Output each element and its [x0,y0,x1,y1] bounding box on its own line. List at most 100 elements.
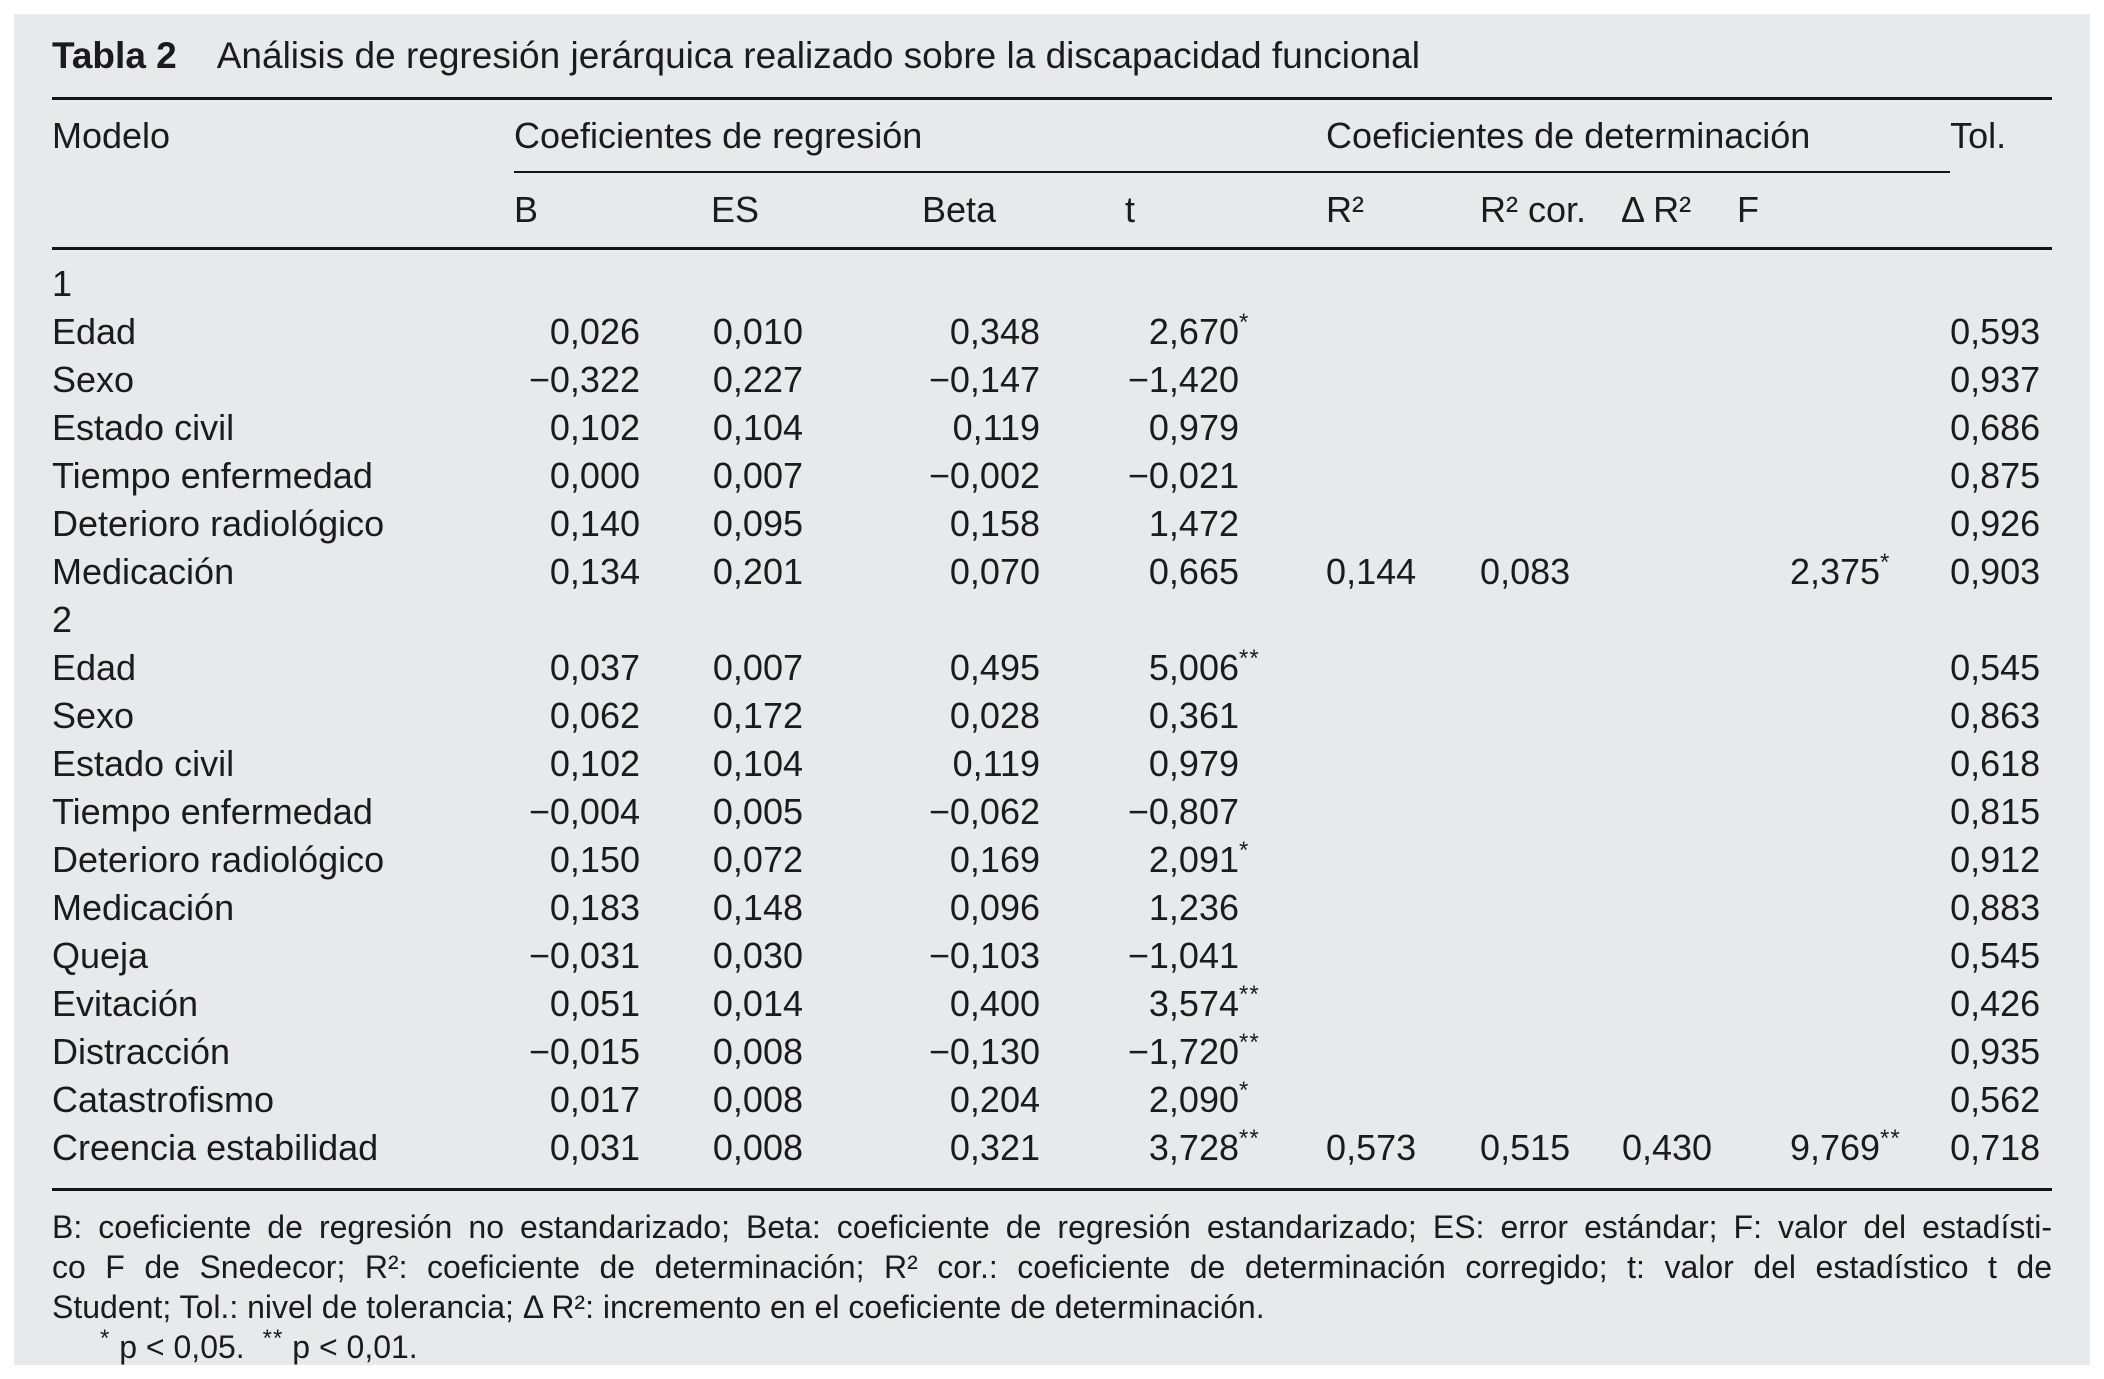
value-t: 0,361 [1148,695,1239,736]
predictor-label: Tiempo enfermedad [52,455,373,496]
significance-asterisk: * [1239,1077,1250,1104]
cell-r2cor [1480,404,1621,452]
value-b: −0,322 [528,359,640,400]
table-footnote: B: coeficiente de regresión no estandari… [52,1207,2052,1327]
value-t: −1,720 [1127,1031,1239,1072]
table-row: Deterioro radiológico 0,150 0,072 0,169 2,09… [52,836,2052,884]
significance-asterisk: ** [1239,1125,1260,1152]
cell-r2cor [1480,884,1621,932]
cell-r2: 0,573 [1326,1124,1480,1190]
value-beta: −0,062 [928,791,1040,832]
value-b: 0,102 [549,407,640,448]
cell-tol: 0,937 [1950,356,2052,404]
predictor-label: Tiempo enfermedad [52,791,373,832]
cell-beta: 0,119 [922,740,1125,788]
cell-tol: 0,863 [1950,692,2052,740]
cell-tol: 0,815 [1950,788,2052,836]
cell-r2 [1326,404,1480,452]
cell-t: 0,979 [1125,404,1326,452]
cell-t: −0,807 [1125,788,1326,836]
column-subheader-row: B ES Beta t R² R² cor. Δ R² F [52,172,2053,250]
cell-b: 0,183 [514,884,711,932]
subheader-spacer [1950,172,2053,250]
value-beta: 0,070 [949,551,1040,592]
table-row: Deterioro radiológico 0,140 0,095 0,158 1,47… [52,500,2052,548]
table-row: Distracción −0,015 0,008 −0,130 −1,720** 0,93… [52,1028,2052,1076]
value-t: −0,021 [1127,455,1239,496]
cell-r2cor: 0,083 [1480,548,1621,596]
column-header-r2: R² [1326,172,1481,250]
cell-tol [1950,249,2052,309]
cell-es: 0,095 [711,500,922,548]
cell-dr2: 0,430 [1621,1124,1737,1190]
value-b: 0,183 [549,887,640,928]
value-b: 0,037 [549,647,640,688]
value-beta: 0,400 [949,983,1040,1024]
cell-b: 0,026 [514,308,711,356]
cell-b [514,596,711,644]
cell-beta [922,596,1125,644]
cell-es: 0,008 [711,1076,922,1124]
value-es: 0,008 [712,1079,803,1120]
value-tol: 0,718 [1950,1127,2041,1168]
value-es: 0,172 [712,695,803,736]
cell-r2 [1326,788,1480,836]
value-es: 0,007 [712,647,803,688]
cell-beta: 0,321 [922,1124,1125,1190]
value-tol: 0,815 [1950,791,2041,832]
table-row: Estado civil 0,102 0,104 0,119 0,979 0,686 [52,404,2052,452]
cell-tol: 0,883 [1950,884,2052,932]
column-header-delta-r2: Δ R² [1621,172,1738,250]
significance-text: p < 0,05. [110,1329,245,1365]
cell-r2cor [1480,980,1621,1028]
cell-r2cor [1480,740,1621,788]
column-header-r2cor: R² cor. [1480,172,1622,250]
cell-es: 0,005 [711,788,922,836]
value-b: 0,102 [549,743,640,784]
cell-r2 [1326,308,1480,356]
significance-asterisk: ** [1239,981,1260,1008]
value-tol: 0,903 [1950,551,2041,592]
cell-es: 0,014 [711,980,922,1028]
cell-b: −0,322 [514,356,711,404]
column-header-b: B [514,172,711,250]
cell-r2cor: 0,515 [1480,1124,1621,1190]
value-tol: 0,937 [1950,359,2041,400]
cell-dr2 [1621,500,1737,548]
cell-b: −0,031 [514,932,711,980]
value-beta: 0,096 [949,887,1040,928]
cell-f [1737,740,1950,788]
model-number-label: 1 [52,263,73,304]
value-dr2: 0,430 [1621,1127,1713,1168]
cell-r2cor [1480,452,1621,500]
predictor-label: Sexo [52,359,135,400]
cell-t: 0,361 [1125,692,1326,740]
cell-beta: −0,062 [922,788,1125,836]
cell-beta: −0,103 [922,932,1125,980]
value-tol: 0,912 [1950,839,2041,880]
cell-tol: 0,903 [1950,548,2052,596]
value-beta: 0,158 [949,503,1040,544]
cell-t: −1,041 [1125,932,1326,980]
significance-asterisk: ** [1239,645,1260,672]
cell-f: 9,769** [1737,1124,1950,1190]
cell-beta: 0,119 [922,404,1125,452]
cell-r2cor [1480,500,1621,548]
cell-dr2 [1621,1028,1737,1076]
cell-beta: 0,204 [922,1076,1125,1124]
cell-b: 0,031 [514,1124,711,1190]
value-t: 0,979 [1148,407,1239,448]
cell-es: 0,072 [711,836,922,884]
cell-dr2 [1621,452,1737,500]
value-tol: 0,562 [1950,1079,2041,1120]
cell-es: 0,008 [711,1124,922,1190]
significance-asterisk: * [100,1325,111,1352]
cell-f [1737,404,1950,452]
value-beta: 0,169 [949,839,1040,880]
significance-asterisk: ** [1239,1029,1260,1056]
cell-t: 3,728** [1125,1124,1326,1190]
cell-r2 [1326,249,1480,309]
value-b: 0,150 [549,839,640,880]
cell-tol: 0,545 [1950,644,2052,692]
model-number-row: 1 [52,249,2052,309]
